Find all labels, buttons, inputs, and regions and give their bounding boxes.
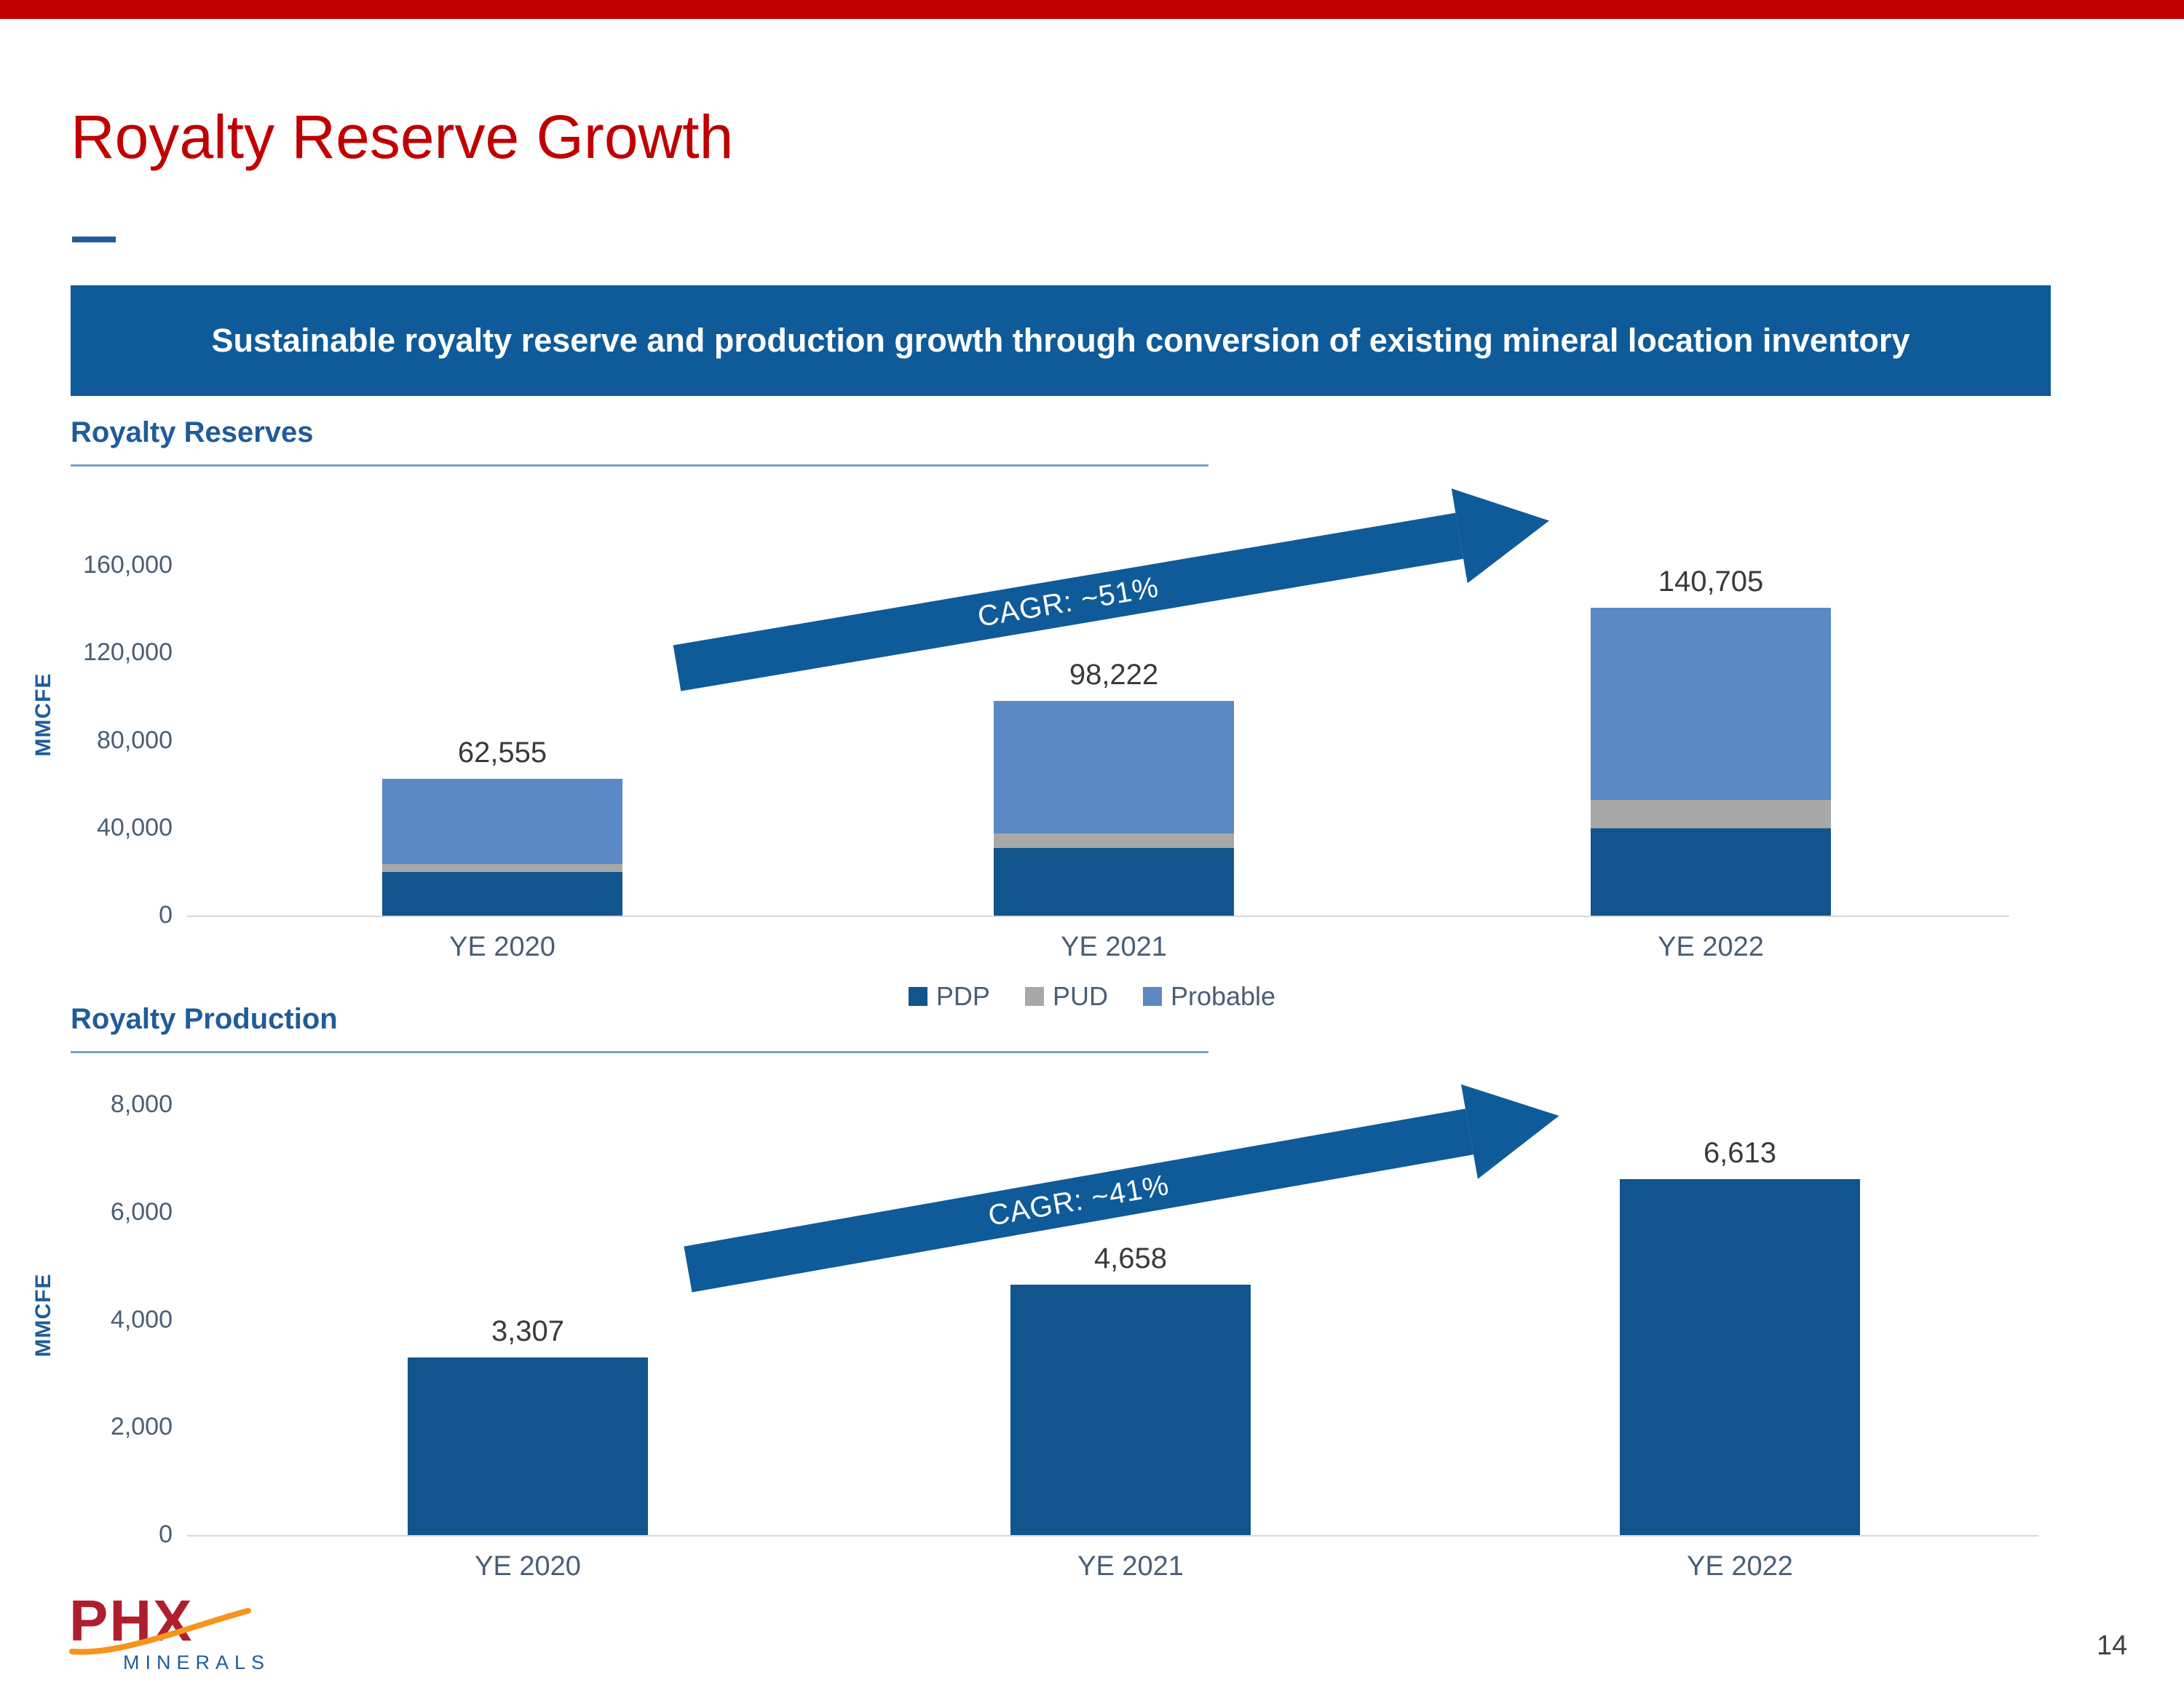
bar-segment-pud xyxy=(994,833,1234,848)
x-category-label: YE 2021 xyxy=(1077,1551,1184,1582)
x-category-label: YE 2022 xyxy=(1658,932,1764,962)
reserves-section-underline xyxy=(71,464,1208,467)
y-tick-label: 160,000 xyxy=(83,551,173,579)
title-dash xyxy=(72,237,116,242)
top-accent-bar xyxy=(0,0,2184,19)
y-tick-label: 80,000 xyxy=(97,726,173,754)
logo-subtext: MINERALS xyxy=(123,1652,271,1673)
production-section-underline xyxy=(71,1051,1208,1053)
logo-swoosh-icon xyxy=(69,1608,251,1655)
bar-segment-probable xyxy=(382,778,622,865)
x-axis-baseline xyxy=(187,1535,2038,1537)
cagr-label-production: CAGR: ~41% xyxy=(986,1168,1172,1232)
company-logo: PHX MINERALS xyxy=(69,1590,288,1674)
y-tick-label: 40,000 xyxy=(97,813,173,841)
y-tick-label: 0 xyxy=(159,901,173,929)
x-category-label: YE 2020 xyxy=(449,932,555,962)
x-category-label: YE 2022 xyxy=(1687,1551,1793,1582)
y-tick-label: 120,000 xyxy=(83,638,173,667)
bar-segment-pud xyxy=(382,864,622,872)
legend-swatch-probable xyxy=(1142,987,1162,1006)
bar-value-label: 4,658 xyxy=(1093,1242,1168,1274)
x-category-label: YE 2020 xyxy=(475,1551,581,1582)
y-tick-label: 6,000 xyxy=(110,1197,173,1226)
bar-value-label: 6,613 xyxy=(1703,1137,1777,1170)
y-tick-label: 0 xyxy=(159,1521,173,1548)
legend-label-probable: Probable xyxy=(1170,981,1276,1011)
bar-segment-pdp xyxy=(382,871,622,916)
legend-item-pdp: PDP xyxy=(908,981,990,1012)
bar-segment-pud xyxy=(1591,799,1831,828)
bar-segment-probable xyxy=(994,700,1234,834)
legend-swatch-pdp xyxy=(908,987,927,1006)
y-tick-label: 8,000 xyxy=(110,1090,173,1118)
y-tick-label: 2,000 xyxy=(110,1413,173,1441)
legend-label-pud: PUD xyxy=(1052,981,1108,1011)
cagr-arrow-production-head xyxy=(1460,1069,1568,1179)
page-number: 14 xyxy=(2097,1630,2128,1661)
legend-label-pdp: PDP xyxy=(935,981,990,1011)
legend-item-probable: Probable xyxy=(1142,981,1276,1012)
page-title: Royalty Reserve Growth xyxy=(71,103,734,171)
bar xyxy=(1620,1179,1860,1535)
bar-total-label: 140,705 xyxy=(1658,566,1764,598)
legend-swatch-pud xyxy=(1024,987,1044,1006)
legend-item-pud: PUD xyxy=(1024,981,1108,1012)
headline-banner: Sustainable royalty reserve and producti… xyxy=(71,285,2051,396)
bar-total-label: 98,222 xyxy=(1069,658,1159,691)
reserves-legend: PDP PUD Probable xyxy=(801,981,1383,1012)
x-axis-baseline xyxy=(187,916,2009,917)
logo-wordmark: PHX xyxy=(69,1588,194,1653)
reserves-section-title: Royalty Reserves xyxy=(71,416,314,448)
y-tick-label: 4,000 xyxy=(110,1305,173,1333)
bar-value-label: 3,307 xyxy=(491,1315,565,1347)
bar xyxy=(1010,1284,1251,1535)
bar-segment-pdp xyxy=(1591,828,1831,916)
bar xyxy=(408,1357,648,1535)
x-category-label: YE 2021 xyxy=(1061,932,1167,962)
bar-segment-pdp xyxy=(994,847,1234,916)
bar-segment-probable xyxy=(1591,608,1831,800)
headline-banner-text: Sustainable royalty reserve and producti… xyxy=(211,322,1910,359)
production-section-title: Royalty Production xyxy=(71,1003,338,1035)
bar-total-label: 62,555 xyxy=(457,736,547,769)
